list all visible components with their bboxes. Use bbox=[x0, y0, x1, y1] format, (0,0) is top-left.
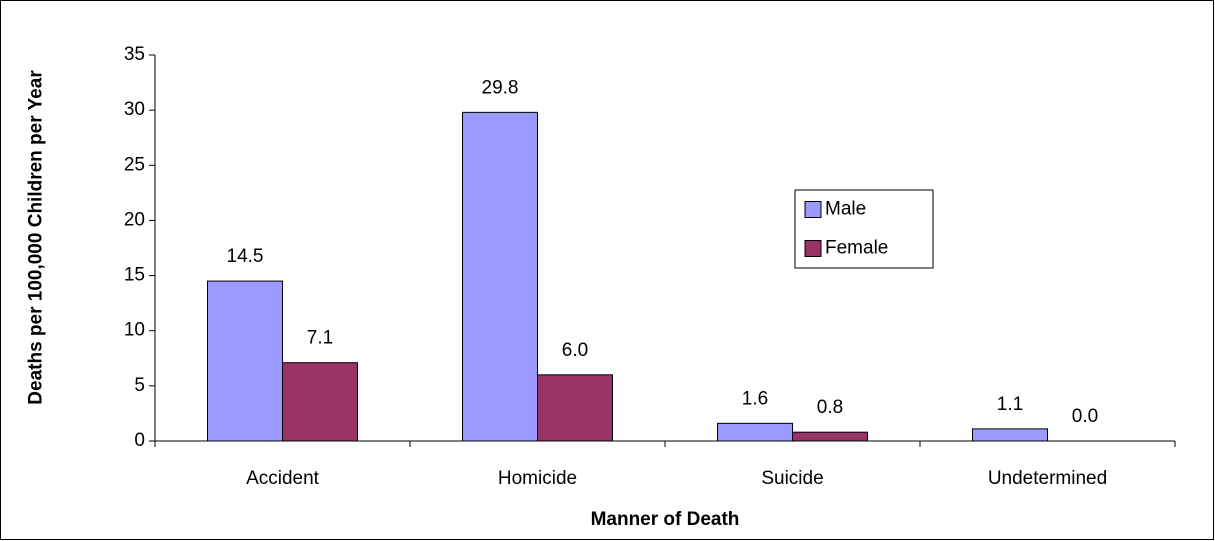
x-tick-label: Accident bbox=[246, 468, 320, 489]
data-label: 14.5 bbox=[227, 246, 264, 267]
x-axis-title: Manner of Death bbox=[591, 509, 740, 530]
bar bbox=[792, 431, 868, 442]
y-tick-label: 25 bbox=[124, 154, 145, 175]
data-label: 7.1 bbox=[307, 328, 333, 349]
y-tick-label: 30 bbox=[124, 99, 145, 120]
y-tick-label: 20 bbox=[124, 209, 145, 230]
data-label: 0.0 bbox=[1072, 406, 1098, 427]
x-tick-label: Suicide bbox=[761, 468, 823, 489]
y-tick-label: 10 bbox=[124, 320, 145, 341]
data-label: 1.6 bbox=[742, 388, 768, 409]
bar bbox=[207, 280, 283, 442]
bar bbox=[972, 428, 1048, 442]
data-label: 0.8 bbox=[817, 397, 843, 418]
bar bbox=[717, 422, 793, 442]
data-label: 6.0 bbox=[562, 340, 588, 361]
x-tick-label: Undetermined bbox=[988, 468, 1107, 489]
data-label: 1.1 bbox=[997, 394, 1023, 415]
bar bbox=[282, 362, 358, 442]
legend-swatch bbox=[804, 240, 822, 257]
y-tick-label: 15 bbox=[124, 265, 145, 286]
legend-label: Male bbox=[825, 199, 866, 220]
legend-label: Female bbox=[825, 238, 888, 259]
x-tick-label: Homicide bbox=[498, 468, 577, 489]
y-axis-title: Deaths per 100,000 Children per Year bbox=[25, 70, 47, 405]
y-tick-label: 35 bbox=[124, 44, 145, 65]
bar bbox=[462, 111, 538, 442]
legend-swatch bbox=[804, 201, 822, 218]
y-tick-label: 5 bbox=[134, 375, 145, 396]
data-label: 29.8 bbox=[482, 77, 519, 98]
bar bbox=[537, 374, 613, 442]
y-tick-label: 0 bbox=[134, 430, 145, 451]
